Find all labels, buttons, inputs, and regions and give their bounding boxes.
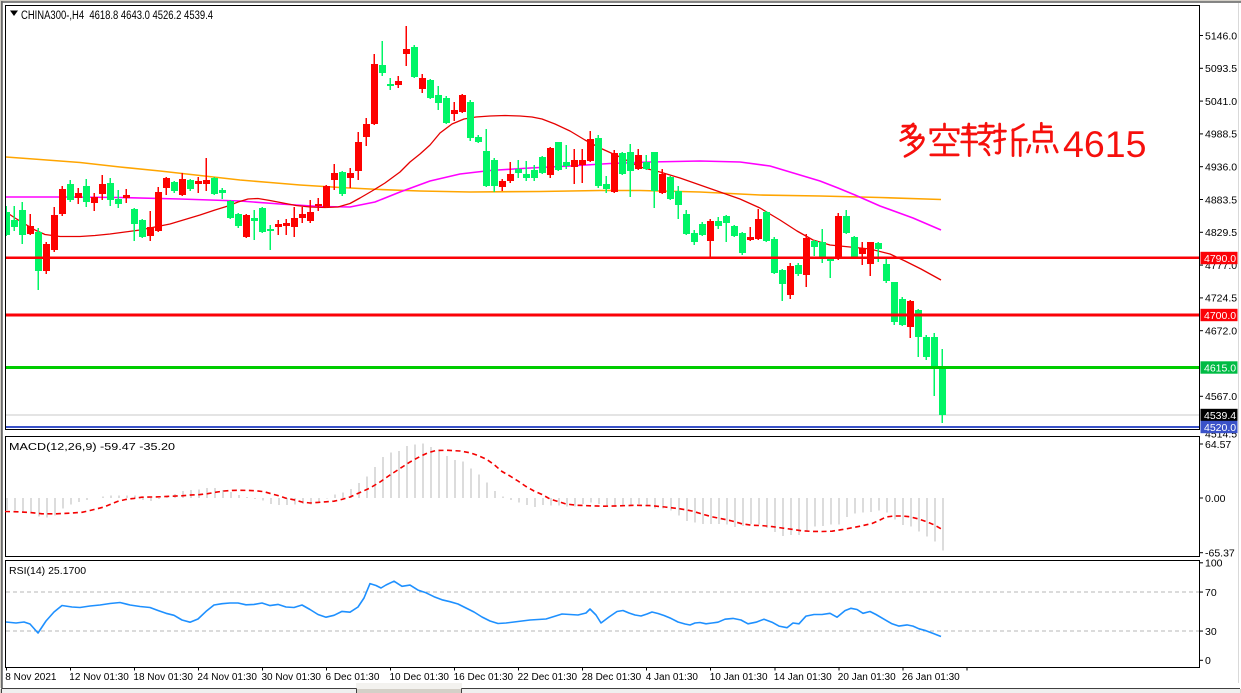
svg-text:4829.5: 4829.5: [1205, 227, 1237, 239]
svg-text:4 Jan 01:30: 4 Jan 01:30: [646, 672, 699, 683]
svg-text:30 Nov 01:30: 30 Nov 01:30: [262, 672, 322, 683]
svg-text:100: 100: [1205, 558, 1223, 570]
svg-text:4724.5: 4724.5: [1205, 293, 1237, 305]
svg-text:8 Nov 2021: 8 Nov 2021: [5, 672, 57, 683]
svg-text:MACD(12,26,9) -59.47 -35.20: MACD(12,26,9) -59.47 -35.20: [9, 441, 175, 453]
svg-text:6 Dec 01:30: 6 Dec 01:30: [326, 672, 380, 683]
svg-text:-65.37: -65.37: [1205, 548, 1235, 560]
svg-text:5041.0: 5041.0: [1205, 96, 1237, 108]
svg-text:4883.5: 4883.5: [1205, 194, 1237, 206]
svg-text:22 Dec 01:30: 22 Dec 01:30: [518, 672, 578, 683]
svg-text:4567.0: 4567.0: [1205, 391, 1237, 403]
svg-text:28 Dec 01:30: 28 Dec 01:30: [582, 672, 642, 683]
svg-text:4936.0: 4936.0: [1205, 162, 1237, 174]
svg-text:4615.0: 4615.0: [1204, 362, 1236, 374]
svg-text:14 Jan 01:30: 14 Jan 01:30: [774, 672, 832, 683]
svg-text:5093.5: 5093.5: [1205, 63, 1237, 75]
svg-text:RSI(14) 25.1700: RSI(14) 25.1700: [9, 565, 86, 577]
svg-text:4700.0: 4700.0: [1204, 310, 1236, 322]
svg-text:30: 30: [1205, 626, 1217, 638]
svg-text:4790.0: 4790.0: [1204, 253, 1236, 265]
svg-text:4520.0: 4520.0: [1204, 422, 1236, 434]
svg-text:16 Dec 01:30: 16 Dec 01:30: [454, 672, 514, 683]
svg-text:12 Nov 01:30: 12 Nov 01:30: [69, 672, 129, 683]
svg-text:4615: 4615: [1063, 123, 1146, 165]
svg-text:10 Dec 01:30: 10 Dec 01:30: [390, 672, 450, 683]
svg-text:64.57: 64.57: [1205, 439, 1231, 451]
svg-text:18 Nov 01:30: 18 Nov 01:30: [133, 672, 193, 683]
svg-text:5146.0: 5146.0: [1205, 30, 1237, 42]
svg-text:4539.4: 4539.4: [1204, 410, 1236, 422]
svg-text:26 Jan 01:30: 26 Jan 01:30: [902, 672, 960, 683]
svg-text:20 Jan 01:30: 20 Jan 01:30: [838, 672, 896, 683]
svg-text:CHINA300-,H4 4618.8 4643.0 45: CHINA300-,H4 4618.8 4643.0 4526.2 4539.4: [21, 10, 213, 22]
svg-text:4672.0: 4672.0: [1205, 326, 1237, 338]
svg-text:0: 0: [1205, 655, 1211, 667]
svg-text:4988.5: 4988.5: [1205, 129, 1237, 141]
svg-text:10 Jan 01:30: 10 Jan 01:30: [710, 672, 768, 683]
svg-text:24 Nov 01:30: 24 Nov 01:30: [197, 672, 257, 683]
svg-text:70: 70: [1205, 587, 1217, 599]
svg-text:0.00: 0.00: [1205, 493, 1226, 505]
